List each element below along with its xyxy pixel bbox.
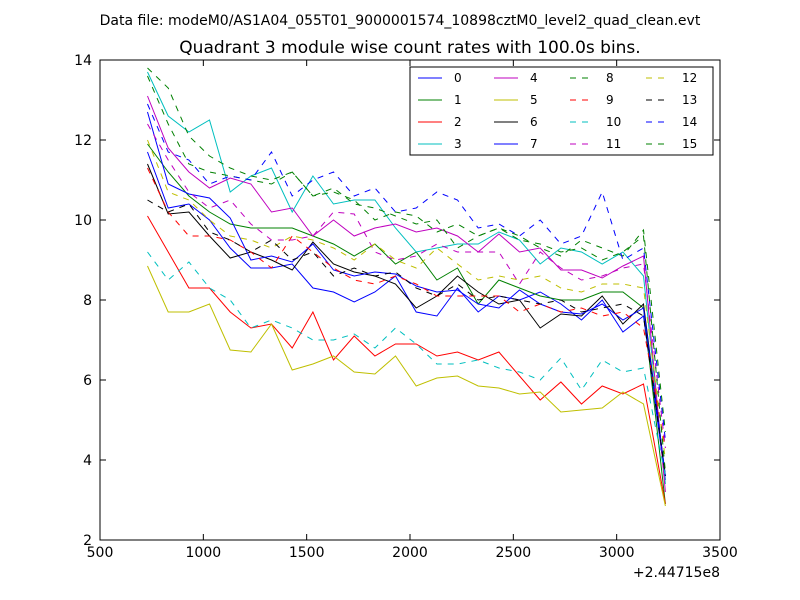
legend-label-2: 2	[454, 115, 462, 129]
y-tick-label: 6	[83, 373, 92, 389]
series-line-10	[147, 251, 666, 477]
legend-label-1: 1	[454, 93, 462, 107]
chart-title: Quadrant 3 module wise count rates with …	[179, 38, 640, 58]
legend-label-9: 9	[606, 93, 614, 107]
series-line-8	[147, 75, 666, 433]
legend-label-5: 5	[530, 93, 538, 107]
series-layer	[147, 67, 666, 507]
legend-label-3: 3	[454, 137, 462, 151]
legend-label-12: 12	[682, 71, 697, 85]
legend-label-10: 10	[606, 115, 621, 129]
x-tick-label: 2500	[496, 545, 532, 561]
series-line-12	[147, 139, 666, 461]
y-tick-label: 14	[74, 53, 92, 69]
legend-label-8: 8	[606, 71, 614, 85]
x-tick-label: 1000	[186, 545, 222, 561]
series-line-11	[147, 123, 666, 449]
series-line-1	[147, 143, 666, 505]
x-tick-label: 1500	[289, 545, 325, 561]
series-line-9	[147, 167, 666, 449]
chart-suptitle: Data file: modeM0/AS1A04_055T01_90000015…	[100, 13, 701, 29]
series-line-7	[147, 111, 666, 477]
series-line-2	[147, 215, 666, 505]
x-tick-label: 3000	[599, 545, 635, 561]
y-tick-label: 10	[74, 213, 92, 229]
y-tick-label: 4	[83, 453, 92, 469]
x-tick-label: 500	[87, 545, 114, 561]
legend-label-13: 13	[682, 93, 697, 107]
series-line-14	[147, 103, 666, 441]
series-line-3	[147, 71, 666, 485]
legend-label-6: 6	[530, 115, 538, 129]
series-line-5	[147, 265, 666, 507]
y-tick-label: 2	[83, 533, 92, 549]
y-tick-label: 8	[83, 293, 92, 309]
legend-label-7: 7	[530, 137, 538, 151]
legend-frame	[409, 66, 714, 156]
series-line-0	[147, 151, 666, 481]
legend-label-0: 0	[454, 71, 462, 85]
x-tick-label: 3500	[702, 545, 738, 561]
legend-label-15: 15	[682, 137, 697, 151]
series-line-4	[147, 95, 666, 493]
series-line-15	[147, 67, 666, 473]
legend-label-14: 14	[682, 115, 697, 129]
legend-label-4: 4	[530, 71, 538, 85]
x-tick-label: 2000	[392, 545, 428, 561]
y-tick-label: 12	[74, 133, 92, 149]
legend-label-11: 11	[606, 137, 621, 151]
x-offset-label: +2.44715e8	[633, 565, 720, 581]
series-line-6	[147, 163, 666, 477]
